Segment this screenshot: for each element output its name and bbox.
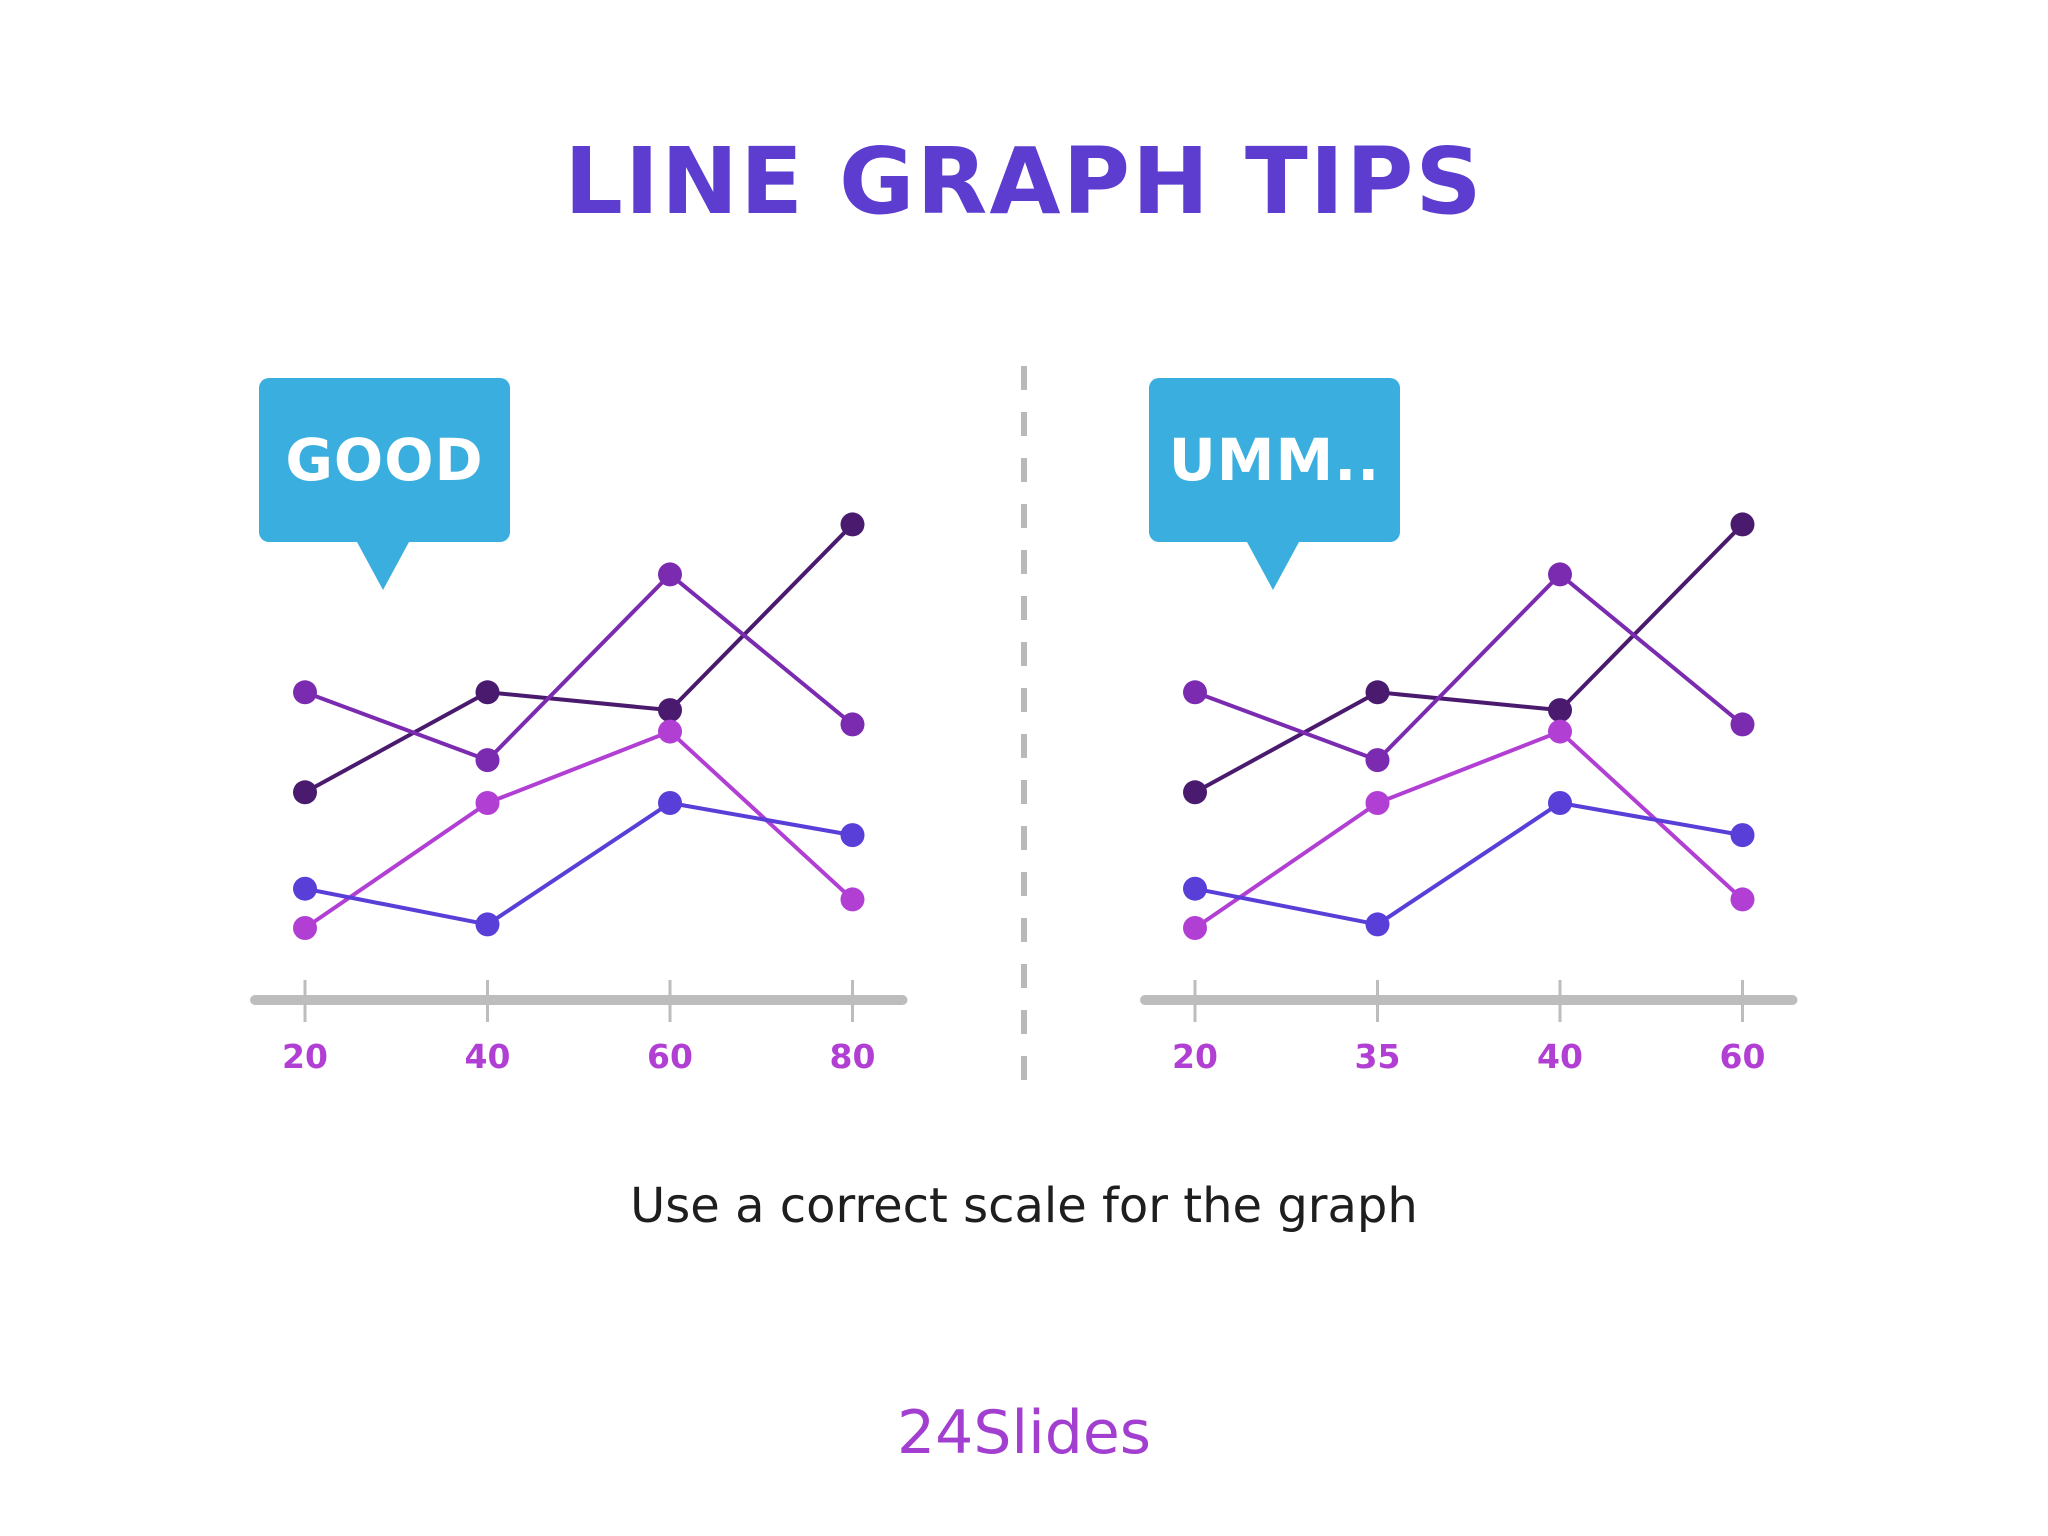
data-point [1365,680,1390,705]
data-point [840,823,865,848]
data-point [293,916,317,940]
data-point [1730,512,1755,537]
data-point [1183,876,1207,901]
caption-text: Use a correct scale for the graph [630,1178,1418,1234]
data-point [840,512,865,537]
data-point [475,912,500,937]
data-point [475,791,500,815]
data-point [1365,912,1390,937]
x-tick-label: 35 [1355,1037,1401,1076]
data-point [658,698,682,723]
series-line-1 [304,523,854,795]
series-line-4 [304,801,853,927]
data-point [1548,698,1572,723]
data-point [293,680,317,705]
series-line-1 [1194,523,1744,795]
series-line-2 [1194,572,1744,763]
series-line-3 [303,729,854,930]
data-point [658,562,682,587]
data-point [840,887,865,912]
umm-bubble-label: UMM.. [1168,426,1381,494]
series-line-3 [1193,729,1744,930]
good-line-chart: 20 40 60 80 [250,512,908,1076]
umm-speech-bubble: UMM.. [1149,378,1400,590]
x-tick-label: 60 [647,1037,693,1076]
dashed-divider [1021,366,1027,1086]
data-point [475,748,500,773]
x-tick-label: 80 [830,1037,876,1076]
data-point [1548,562,1572,587]
brand-logo: 24Slides [896,1398,1152,1468]
x-tick-label: 20 [282,1037,328,1076]
good-chart-panel: GOOD 20 40 60 80 [250,378,908,1076]
data-point [1183,916,1207,940]
good-bubble-label: GOOD [285,426,484,494]
x-tick-label: 40 [1537,1037,1583,1076]
page-title: LINE GRAPH TIPS [564,128,1484,235]
good-speech-bubble: GOOD [259,378,510,590]
data-point [1548,791,1572,815]
data-point [293,876,317,901]
data-point [1730,823,1755,848]
data-point [1365,791,1390,815]
x-tick-label: 60 [1720,1037,1766,1076]
x-tick-label: 20 [1172,1037,1218,1076]
data-point [658,719,682,744]
data-point [475,680,500,705]
data-point [840,712,865,737]
umm-line-chart: 20 35 40 60 [1140,512,1798,1076]
series-line-4 [1194,801,1743,927]
data-point [1730,887,1755,912]
umm-chart-panel: UMM.. 20 35 40 60 [890,0,1914,1536]
data-point [293,780,317,805]
data-point [1183,680,1207,705]
data-point [1548,719,1572,744]
data-point [1365,748,1390,773]
series-line-2 [304,572,854,763]
data-point [658,791,682,815]
data-point [1183,780,1207,805]
data-point [1730,712,1755,737]
x-tick-label: 40 [465,1037,511,1076]
